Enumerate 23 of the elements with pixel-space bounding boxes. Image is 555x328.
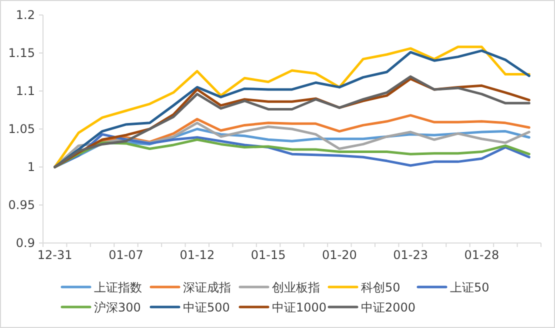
x-tick-label: 01-15 xyxy=(250,248,286,262)
x-tick-label: 12-31 xyxy=(37,248,72,262)
y-tick-label: 1.05 xyxy=(8,122,35,136)
legend-label: 中证2000 xyxy=(361,300,416,314)
y-tick-label: 1.2 xyxy=(16,8,35,22)
y-tick-label: 1.1 xyxy=(16,84,35,98)
legend-label: 上证指数 xyxy=(94,280,142,294)
legend-label: 沪深300 xyxy=(94,300,141,314)
legend-label: 中证500 xyxy=(183,300,230,314)
x-tick-label: 01-23 xyxy=(393,248,428,262)
y-tick-label: 0.9 xyxy=(16,236,35,250)
legend-label: 科创50 xyxy=(361,280,400,294)
x-tick-label: 01-12 xyxy=(180,248,215,262)
x-tick-label: 01-20 xyxy=(322,248,357,262)
y-tick-label: 1 xyxy=(27,160,35,174)
y-tick-label: 1.15 xyxy=(8,46,35,60)
legend-label: 上证50 xyxy=(450,280,490,294)
legend-label: 创业板指 xyxy=(272,280,320,294)
legend-label: 中证1000 xyxy=(272,300,327,314)
x-tick-label: 01-07 xyxy=(108,248,144,262)
x-tick-label: 01-28 xyxy=(464,248,500,262)
y-tick-label: 0.95 xyxy=(8,198,35,212)
legend-label: 深证成指 xyxy=(183,280,231,294)
